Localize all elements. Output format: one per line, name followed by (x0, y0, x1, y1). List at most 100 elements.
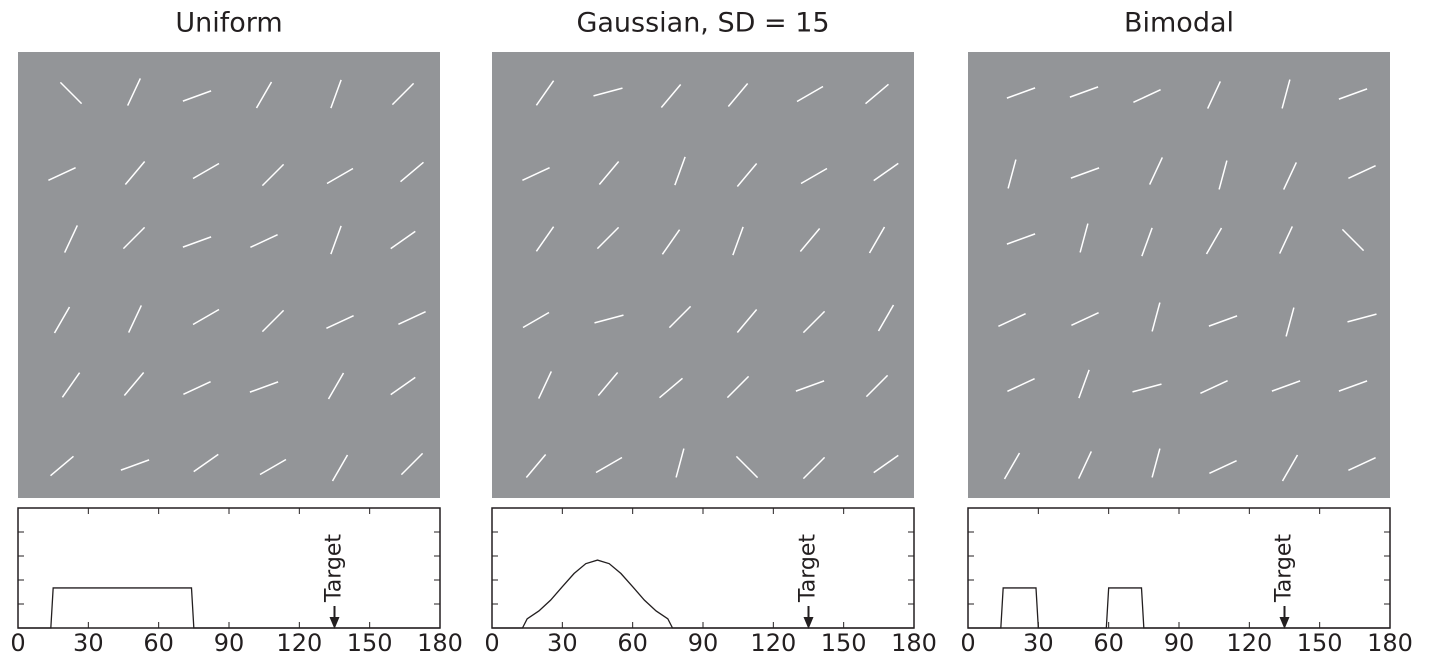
stimulus-segment (390, 376, 416, 396)
stimulus-segment (1278, 226, 1294, 254)
stimulus-segment (796, 85, 824, 103)
plot-frame (17, 507, 441, 629)
target-label: Target (796, 534, 821, 603)
stimulus-segment (1341, 228, 1365, 252)
stimulus-segment (522, 311, 550, 329)
stimulus-segment (1007, 377, 1035, 393)
stimulus-segment (1209, 459, 1237, 475)
target-arrowhead (329, 617, 340, 629)
x-tick-label: 180 (891, 629, 937, 657)
stimulus-segment (799, 228, 821, 252)
stimulus-segment (1003, 452, 1021, 480)
stimulus-segment (1133, 88, 1161, 104)
stimulus-segment (598, 161, 620, 185)
stimulus-segment (877, 304, 895, 332)
x-tick-label: 0 (10, 629, 25, 657)
stimulus-segment (865, 83, 889, 105)
stimulus-segment (1079, 223, 1089, 253)
stimulus-segment (868, 226, 886, 254)
stimulus-segment (727, 83, 749, 107)
stimulus-segment (726, 375, 750, 399)
stimulus-segment (595, 456, 623, 474)
stimulus-segment (593, 87, 623, 97)
stimulus-segment (1218, 160, 1228, 190)
x-tick-label: 150 (821, 629, 867, 657)
stimulus-segment (1285, 307, 1295, 337)
stimulus-segment (735, 455, 759, 479)
target-arrowhead (803, 617, 814, 629)
plot-frame (967, 507, 1391, 629)
x-tick-label: 30 (1023, 629, 1054, 657)
stimulus-segment (1071, 311, 1099, 327)
stimulus-segment (522, 166, 550, 182)
stimulus-segment (249, 381, 279, 393)
stimulus-segment (1151, 302, 1161, 332)
stimulus-segment (122, 226, 146, 250)
stimulus-segment (261, 309, 285, 333)
stimulus-segment (674, 156, 686, 186)
stimulus-segment (1077, 451, 1093, 479)
x-tick-label: 150 (1297, 629, 1343, 657)
stimulus-segment (390, 230, 416, 250)
stimulus-segment (865, 374, 889, 398)
stimulus-segment (183, 380, 211, 396)
stimulus-segment (732, 226, 744, 256)
stimulus-segment (63, 225, 79, 253)
stimulus-segment (1208, 315, 1238, 327)
stimulus-segment (1348, 456, 1376, 472)
stimulus-segment (259, 458, 287, 476)
stimulus-segment (120, 459, 150, 471)
stimulus-segment (326, 314, 354, 330)
stimulus-segment (255, 81, 273, 109)
density-line (492, 559, 914, 629)
stimulus-segment (330, 79, 342, 109)
stimulus-segment (126, 78, 142, 106)
stimulus-segment (1069, 86, 1099, 98)
stimulus-segment (1070, 167, 1100, 179)
x-tick-label: 120 (750, 629, 796, 657)
stimulus-segment (182, 90, 212, 102)
x-tick-label: 60 (143, 629, 174, 657)
density-line (968, 587, 1390, 629)
stimulus-segment (594, 314, 624, 324)
stimulus-segment (535, 226, 555, 252)
stimulus-segment (192, 162, 220, 180)
stimulus-segment (127, 305, 143, 333)
stimulus-segment (535, 80, 555, 106)
stimulus-segment (398, 310, 426, 326)
stimulus-segment (59, 81, 83, 105)
stimulus-segment (1132, 383, 1162, 393)
stimulus-background (492, 52, 914, 498)
stimulus-segment (668, 305, 692, 329)
plot-frame (491, 507, 915, 629)
stimulus-segment (1281, 454, 1299, 482)
target-arrowhead (1279, 617, 1290, 629)
stimulus-segment (1282, 162, 1298, 190)
density-line (18, 587, 440, 629)
stimulus-segment (800, 167, 828, 185)
stimulus-segment (1206, 81, 1222, 109)
stimulus-segment (1348, 164, 1376, 180)
x-tick-label: 90 (688, 629, 719, 657)
stimulus-segment (675, 448, 685, 478)
stimulus-segment (736, 163, 758, 187)
stimulus-segment (596, 226, 620, 250)
target-label: Target (1272, 534, 1297, 603)
stimulus-segment (400, 452, 424, 476)
x-tick-label: 60 (1093, 629, 1124, 657)
stimulus-segment (736, 309, 758, 333)
stimulus-segment (873, 454, 899, 474)
stimulus-segment (48, 166, 76, 182)
stimulus-segment (1347, 313, 1377, 323)
x-tick-label: 30 (73, 629, 104, 657)
stimulus-segment (1271, 380, 1301, 392)
x-tick-label: 120 (276, 629, 322, 657)
x-tick-label: 60 (617, 629, 648, 657)
stimulus-segment (1200, 379, 1228, 395)
stimulus-segment (327, 372, 345, 400)
stimulus-segment (1281, 79, 1291, 109)
stimulus-segment (998, 312, 1026, 328)
x-tick-label: 90 (214, 629, 245, 657)
stimulus-background (18, 52, 440, 498)
